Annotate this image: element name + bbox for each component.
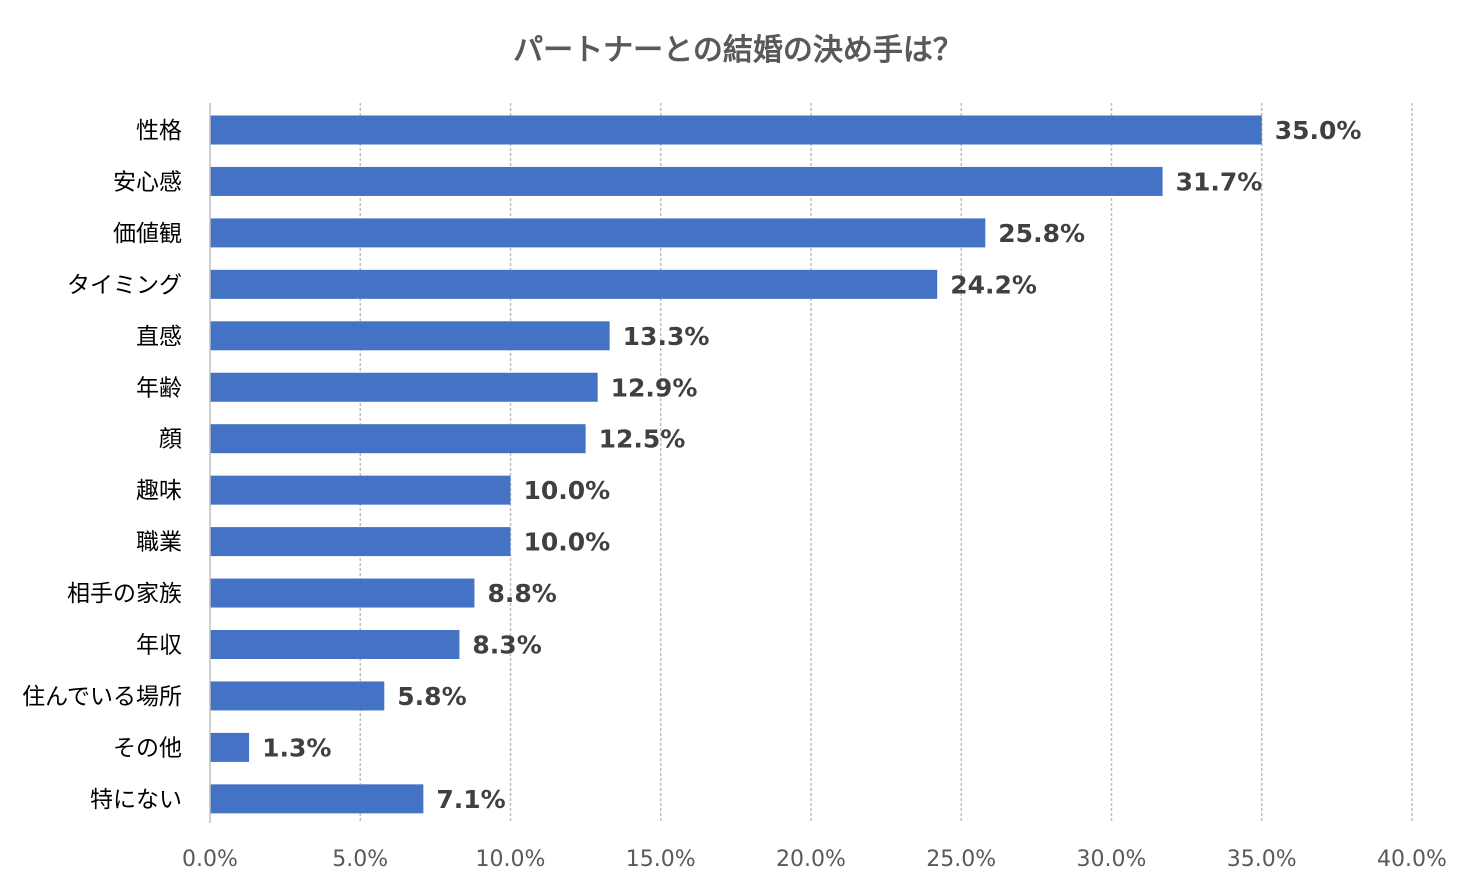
bar <box>210 630 460 659</box>
bar <box>210 115 1262 145</box>
x-tick-label: 10.0% <box>476 847 546 872</box>
bar <box>210 166 1163 196</box>
bar <box>210 321 610 351</box>
bar <box>210 475 511 505</box>
x-tick-label: 30.0% <box>1077 847 1147 872</box>
data-label: 8.8% <box>487 579 556 608</box>
x-tick-label: 40.0% <box>1377 847 1447 872</box>
category-label: その他 <box>113 735 182 761</box>
data-label: 35.0% <box>1275 116 1362 145</box>
data-label: 8.3% <box>472 631 541 660</box>
x-axis-tick-labels: 0.0% 5.0% 10.0% 15.0% 20.0% 25.0% 30.0% 35.0% 40… <box>182 847 1447 872</box>
x-tick-label: 0.0% <box>182 847 238 872</box>
data-label: 24.2% <box>950 270 1037 299</box>
bar <box>210 578 475 608</box>
category-label: 特にない <box>90 787 182 813</box>
category-label: 安心感 <box>113 169 182 195</box>
category-label: 相手の家族 <box>67 581 182 607</box>
data-label: 7.1% <box>436 785 505 814</box>
category-label: 住んでいる場所 <box>22 684 182 710</box>
bar <box>210 681 385 711</box>
category-label: 直感 <box>136 324 182 350</box>
category-label: 趣味 <box>136 478 182 504</box>
category-label: 職業 <box>136 530 182 556</box>
category-label: 年収 <box>136 633 182 659</box>
data-label: 31.7% <box>1176 167 1263 196</box>
bar <box>210 732 250 762</box>
bar <box>210 269 938 299</box>
bar <box>210 784 424 814</box>
bar <box>210 218 986 248</box>
chart-title: パートナーとの結婚の決め手は？ <box>513 33 963 68</box>
category-labels: 性格安心感価値観タイミング直感年齢顔趣味職業相手の家族年収住んでいる場所その他特… <box>22 118 182 813</box>
x-tick-label: 35.0% <box>1227 847 1297 872</box>
x-tick-label: 5.0% <box>332 847 388 872</box>
category-label: 顔 <box>159 427 182 453</box>
category-label: 性格 <box>136 118 182 144</box>
x-tick-label: 20.0% <box>776 847 846 872</box>
data-label: 13.3% <box>623 322 710 351</box>
category-label: 価値観 <box>113 221 182 247</box>
data-label: 12.5% <box>599 425 686 454</box>
data-label: 1.3% <box>262 733 331 762</box>
category-label: タイミング <box>67 272 182 298</box>
data-label: 10.0% <box>524 528 611 557</box>
bar <box>210 527 511 557</box>
bars <box>210 115 1262 814</box>
data-label: 25.8% <box>998 219 1085 248</box>
data-label: 12.9% <box>611 373 698 402</box>
data-labels: 35.0% 31.7% 25.8% 24.2% 13.3% 12.9% 12.5% 10.0%… <box>262 116 1361 814</box>
data-label: 10.0% <box>524 476 611 505</box>
bar <box>210 372 598 402</box>
category-label: 年齢 <box>136 375 182 401</box>
bar <box>210 424 586 454</box>
grid-lines <box>359 103 1413 823</box>
data-label: 5.8% <box>397 682 466 711</box>
x-tick-label: 15.0% <box>626 847 696 872</box>
x-tick-label: 25.0% <box>926 847 996 872</box>
